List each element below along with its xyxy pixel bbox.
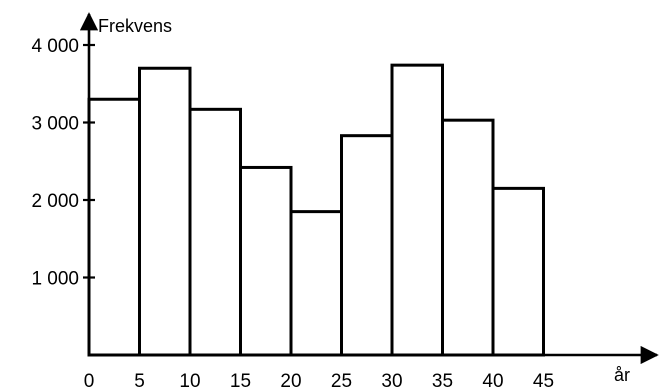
y-ticks-group: 1 000 2 000 3 000 4 000	[31, 36, 95, 290]
x-tick-label: 20	[280, 371, 301, 390]
x-tick-label: 45	[533, 371, 554, 390]
x-tick-label: 5	[134, 371, 145, 390]
y-tick-label: 4 000	[31, 36, 79, 57]
x-tick-label: 35	[432, 371, 453, 390]
x-tick-label: 10	[179, 371, 200, 390]
bars-group	[87, 63, 545, 357]
histogram-bar-0-5	[87, 97, 141, 357]
y-tick-label: 2 000	[31, 191, 79, 212]
x-axis-label: år	[614, 365, 630, 385]
histogram-bar-15-20	[239, 165, 293, 357]
x-tick-label: 30	[381, 371, 402, 390]
histogram-bar-25-30	[340, 134, 394, 357]
x-ticks-group: 0 5 10 15 20 25 30 35 40 45	[84, 371, 554, 390]
y-tick-label: 3 000	[31, 114, 79, 135]
y-tick-label: 1 000	[31, 269, 79, 290]
x-tick-label: 0	[84, 371, 95, 390]
histogram-bar-5-10	[138, 66, 192, 357]
histogram-bar-30-35	[390, 63, 444, 357]
x-tick-label: 15	[230, 371, 251, 390]
histogram-bar-35-40	[441, 118, 495, 357]
y-axis-label: Frekvens	[98, 16, 172, 36]
histogram-bar-40-45	[491, 186, 545, 357]
histogram-bar-20-25	[289, 210, 343, 357]
x-tick-label: 40	[482, 371, 503, 390]
x-tick-label: 25	[331, 371, 352, 390]
histogram-bar-10-15	[188, 107, 242, 357]
